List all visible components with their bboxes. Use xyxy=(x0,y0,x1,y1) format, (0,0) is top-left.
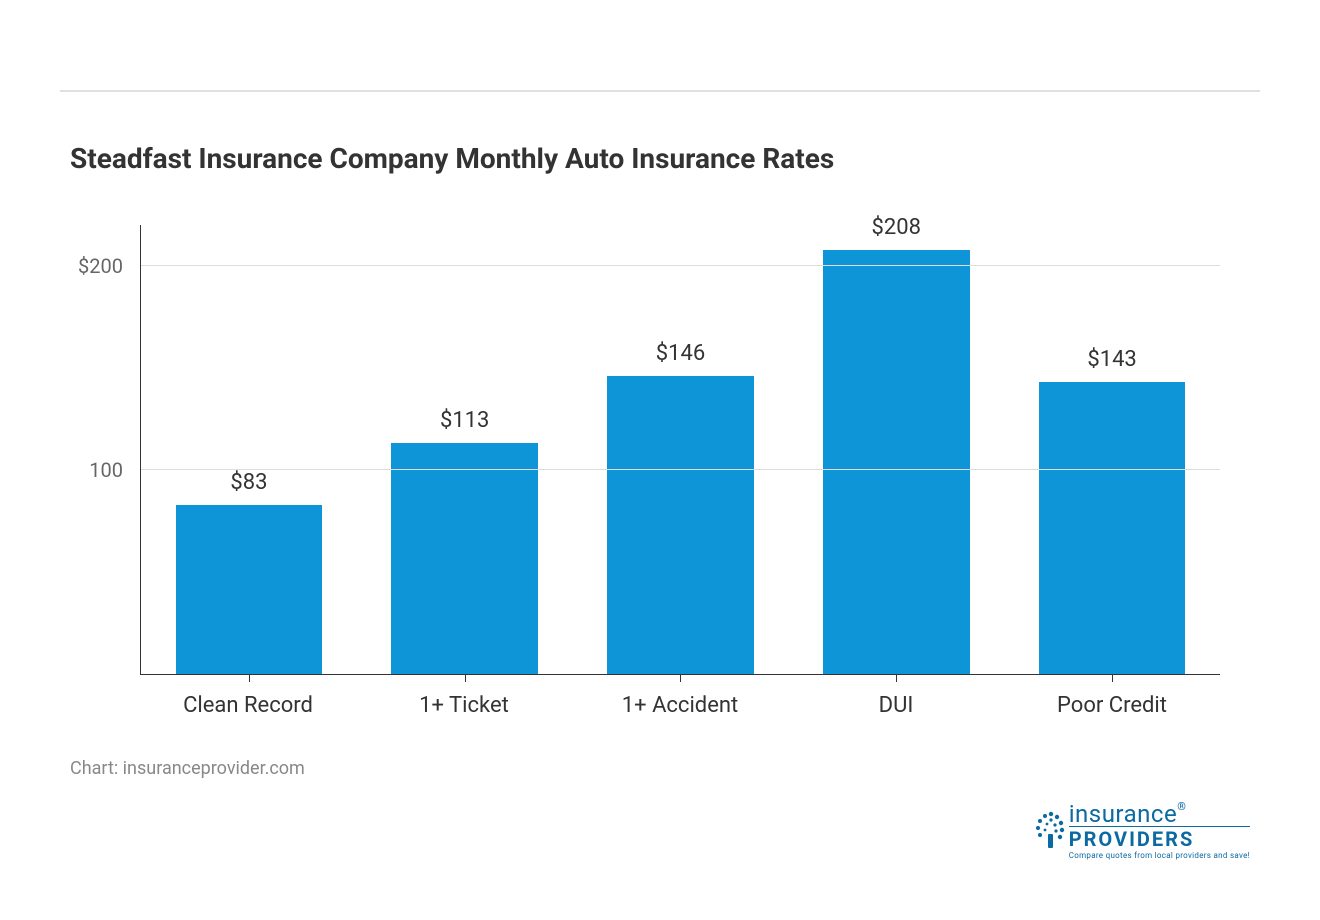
x-axis-label: Poor Credit xyxy=(1004,693,1220,718)
bar: $146 xyxy=(607,376,754,674)
x-tick-mark xyxy=(465,674,466,682)
bar-value-label: $208 xyxy=(872,215,921,250)
bar-value-label: $83 xyxy=(230,470,267,505)
bars-container: $83 $113 $146 $208 $143 xyxy=(141,225,1220,674)
x-tick-mark xyxy=(1112,674,1113,682)
bar-value-label: $113 xyxy=(440,408,489,443)
chart-source: Chart: insuranceprovider.com xyxy=(70,758,1260,779)
x-tick-mark xyxy=(896,674,897,682)
x-axis-label: 1+ Accident xyxy=(572,693,788,718)
logo-tagline: Compare quotes from local providers and … xyxy=(1069,851,1250,860)
chart-area: $83$113$146$208$143 100$200 Clean Record… xyxy=(140,225,1220,718)
bar: $83 xyxy=(176,505,323,674)
x-axis-label: Clean Record xyxy=(140,693,356,718)
logo-dots-icon xyxy=(1031,810,1065,850)
bar-value-label: $146 xyxy=(656,341,705,376)
bar-slot: $113 xyxy=(357,225,573,674)
bar: $208 xyxy=(823,250,970,675)
bar: $143 xyxy=(1039,382,1186,674)
top-divider xyxy=(60,90,1260,92)
x-tick-mark xyxy=(680,674,681,682)
logo-reg-mark: ® xyxy=(1177,800,1186,813)
bar: $113 xyxy=(391,443,538,674)
bar-slot: $146 xyxy=(573,225,789,674)
logo-text-main: insurance xyxy=(1069,800,1177,828)
y-axis-tick-label: $200 xyxy=(78,254,141,278)
bar-slot: $83 xyxy=(141,225,357,674)
x-axis-labels: Clean Record1+ Ticket1+ AccidentDUIPoor … xyxy=(140,693,1220,718)
gridline xyxy=(141,469,1220,470)
y-axis-tick-label: 100 xyxy=(89,458,141,482)
brand-logo: insurance® PROVIDERS Compare quotes from… xyxy=(1031,800,1250,860)
chart-title: Steadfast Insurance Company Monthly Auto… xyxy=(70,142,1260,175)
bar-value-label: $143 xyxy=(1087,347,1136,382)
gridline xyxy=(141,265,1220,266)
x-axis-label: 1+ Ticket xyxy=(356,693,572,718)
chart-plot: $83$113$146$208$143 100$200 xyxy=(140,225,1220,675)
x-axis-label: DUI xyxy=(788,693,1004,718)
x-tick-mark xyxy=(249,674,250,682)
bar-slot: $208 xyxy=(788,225,1004,674)
bar-slot: $143 xyxy=(1004,225,1220,674)
logo-text-sub: PROVIDERS xyxy=(1069,826,1250,851)
